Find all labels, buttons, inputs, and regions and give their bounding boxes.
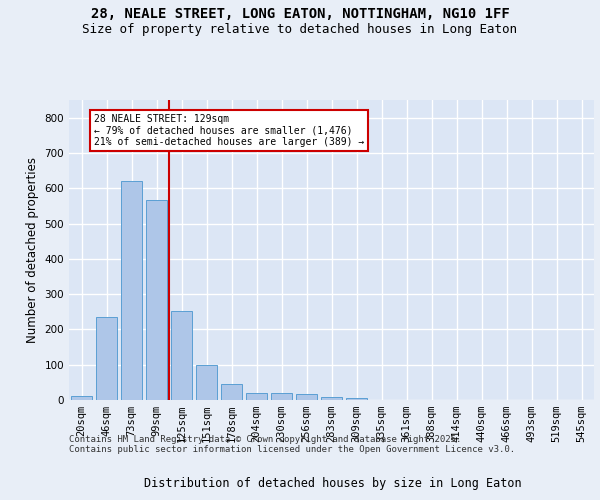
Bar <box>221 384 242 400</box>
Bar <box>321 397 342 400</box>
Bar <box>96 317 117 400</box>
Bar <box>196 366 217 400</box>
Text: 28, NEALE STREET, LONG EATON, NOTTINGHAM, NG10 1FF: 28, NEALE STREET, LONG EATON, NOTTINGHAM… <box>91 8 509 22</box>
Bar <box>146 200 167 400</box>
Text: 28 NEALE STREET: 129sqm
← 79% of detached houses are smaller (1,476)
21% of semi: 28 NEALE STREET: 129sqm ← 79% of detache… <box>94 114 364 148</box>
Bar <box>71 396 92 400</box>
Bar <box>271 393 292 400</box>
Bar <box>121 181 142 400</box>
Text: Contains HM Land Registry data © Crown copyright and database right 2025.
Contai: Contains HM Land Registry data © Crown c… <box>69 435 515 454</box>
Text: Size of property relative to detached houses in Long Eaton: Size of property relative to detached ho… <box>83 22 517 36</box>
Text: Distribution of detached houses by size in Long Eaton: Distribution of detached houses by size … <box>144 477 522 490</box>
Bar <box>296 394 317 400</box>
Bar <box>246 393 267 400</box>
Y-axis label: Number of detached properties: Number of detached properties <box>26 157 39 343</box>
Bar <box>171 310 192 400</box>
Bar <box>346 398 367 400</box>
